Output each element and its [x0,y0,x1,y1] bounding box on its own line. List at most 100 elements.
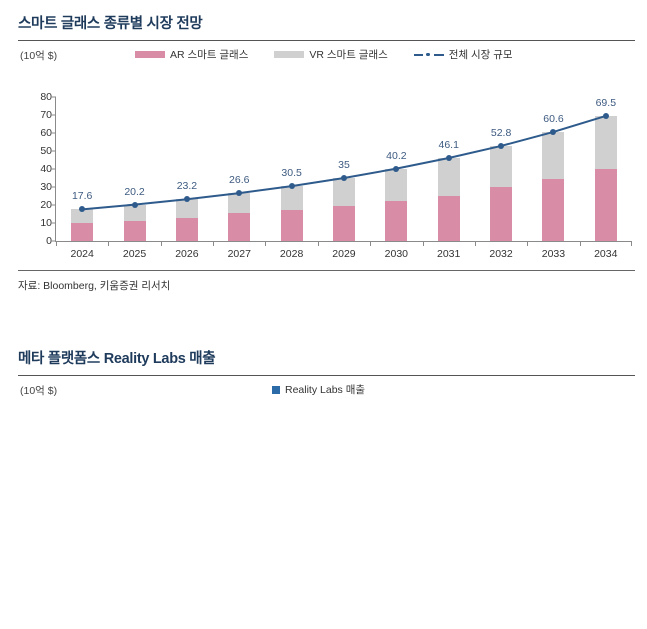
chart-1-y-tick-label: 30 [40,181,52,193]
chart-1-category-slot: 2033 [527,97,579,260]
chart-1-data-label: 20.2 [124,185,145,198]
chart-1-stacked-bar[interactable] [71,97,94,241]
legend-label-total: 전체 시장 규모 [448,49,513,61]
chart-1-bar-segment-vr[interactable] [175,199,198,218]
chart-1-bar-segment-vr[interactable] [228,193,251,214]
chart-1-bar-segment-ar[interactable] [490,187,513,241]
chart-panel-reality-labs: 메타 플랫폼스 Reality Labs 매출 (10억 $) Reality … [0,335,647,629]
chart-1-bar-segment-vr[interactable] [385,168,408,201]
chart-1-source-rule [18,270,635,271]
chart-1-stacked-bar[interactable] [123,97,146,241]
chart-1-bar-group: 2024 2025 2026 2027 2028 2029 2030 2031 2032 2033… [56,97,632,260]
chart-1-source: 자료: Bloomberg, 키움증권 리서치 [18,280,171,292]
chart-1-bar-segment-ar[interactable] [385,200,408,241]
chart-1-x-axis [55,241,632,242]
chart-1-stacked-bar[interactable] [228,97,251,241]
chart-1-bar-segment-vr[interactable] [437,158,460,196]
chart-1-data-point[interactable] [183,196,190,203]
chart-1-data-label: 52.8 [490,126,512,139]
chart-1-bar-segment-vr[interactable] [123,204,146,221]
chart-1-data-label: 60.6 [543,112,564,125]
chart-1-data-point[interactable] [341,175,347,181]
chart-1-legend: AR 스마트 글래스 VR 스마트 글래스 전체 시장 규모 [135,47,513,62]
chart-1-bar-segment-vr[interactable] [332,178,355,206]
chart-1-data-label: 26.6 [229,174,250,187]
chart-1-stacked-bar[interactable] [437,97,460,241]
chart-1-data-point[interactable] [288,183,295,190]
chart-1-bar-segment-vr[interactable] [280,186,303,210]
chart-2-title: 메타 플랫폼스 Reality Labs 매출 [18,351,216,367]
chart-1-stacked-bar[interactable] [594,97,617,241]
chart-1-data-point[interactable] [131,201,138,208]
chart-1-bar-segment-ar[interactable] [332,205,355,241]
chart-1-data-point[interactable] [236,190,243,197]
chart-1-y-tick-label: 70 [40,109,52,121]
legend-swatch-reality-labs-icon [272,385,280,394]
chart-1-stacked-bar[interactable] [490,97,513,241]
chart-1-data-point[interactable] [445,155,452,162]
chart-1-stacked-bar[interactable] [542,97,565,241]
chart-1-bar-segment-ar[interactable] [175,217,198,241]
chart-1-data-label: 30.5 [281,167,302,180]
chart-1-bar-segment-vr[interactable] [542,131,565,180]
chart-1-bar-segment-ar[interactable] [123,220,146,241]
chart-1-bar-segment-ar[interactable] [71,223,94,241]
chart-1-bar-segment-ar[interactable] [542,179,565,241]
chart-1-category-slot: 2027 [213,97,265,260]
chart-1-x-tick-mark [474,241,476,246]
chart-1-x-tick-mark-end [631,241,632,246]
legend-swatch-ar-icon [135,51,165,58]
legend-item-vr[interactable]: VR 스마트 글래스 [274,47,388,62]
chart-1-category-slot: 2025 [108,97,160,260]
chart-1-category-slot: 2024 [56,97,108,260]
chart-1-y-tick-label: 40 [40,163,52,175]
chart-1-data-label: 40.2 [386,149,407,162]
chart-1-bar-segment-vr[interactable] [71,209,94,223]
chart-1-x-tick-label: 2032 [489,248,513,260]
chart-1-data-label: 35 [338,159,350,171]
chart-1-y-tick-mark [51,150,56,152]
chart-1-x-tick-label: 2030 [384,248,409,260]
chart-1-data-point[interactable] [550,128,557,135]
chart-1-y-tick-mark [51,132,56,134]
legend-item-ar[interactable]: AR 스마트 글래스 [135,47,248,62]
chart-1-x-tick-mark [213,241,215,246]
chart-1-bar-segment-vr[interactable] [490,145,513,188]
chart-1-bar-segment-ar[interactable] [280,209,303,241]
chart-1-data-point[interactable] [79,206,86,213]
chart-1-y-tick-label: 80 [40,91,52,103]
chart-1-x-tick-mark [160,241,162,246]
chart-1-plot-area: 0 10 20 30 40 50 60 70 80 2024 2025 2026 2027 2028 20… [40,91,632,260]
chart-1-x-tick-mark [265,241,267,246]
chart-1-stacked-bar[interactable] [175,97,198,241]
chart-1-x-tick-label: 2029 [332,248,356,260]
chart-1-stacked-bar[interactable] [280,97,303,241]
legend-label-reality-labs: Reality Labs 매출 [285,384,366,396]
chart-2-unit-label: (10억 $) [20,385,58,397]
chart-1-data-point[interactable] [393,165,400,172]
chart-1-x-tick-mark [527,241,529,246]
chart-1-bar-segment-ar[interactable] [228,213,251,241]
chart-1-bar-segment-ar[interactable] [437,195,460,241]
chart-1-category-slot: 2029 [317,97,370,260]
chart-1-bar-segment-vr[interactable] [594,115,617,170]
chart-2-title-rule [18,375,635,376]
chart-1-stacked-bar[interactable] [385,97,408,241]
chart-1-data-point[interactable] [602,112,609,119]
chart-panel-smart-glasses: 스마트 글래스 종류별 시장 전망 (10억 $) AR 스마트 글래스 VR … [0,0,647,310]
legend-item-reality-labs[interactable]: Reality Labs 매출 [272,382,365,397]
chart-1-y-tick-mark [51,168,56,170]
chart-1-unit-label: (10억 $) [20,50,58,62]
chart-1-stacked-bar[interactable] [332,97,355,241]
chart-1-x-tick-mark [422,241,424,246]
chart-1-y-tick-label: 50 [40,145,52,157]
legend-label-ar: AR 스마트 글래스 [170,49,249,61]
chart-1-data-point[interactable] [498,142,505,149]
chart-1-bar-segment-ar[interactable] [594,169,617,241]
chart-1-y-tick-mark [51,114,56,116]
chart-1-x-tick-mark [579,241,581,246]
legend-item-total[interactable]: 전체 시장 규모 [413,47,513,62]
chart-1-x-tick-label: 2024 [70,248,94,260]
chart-1-y-tick-mark [51,204,56,206]
